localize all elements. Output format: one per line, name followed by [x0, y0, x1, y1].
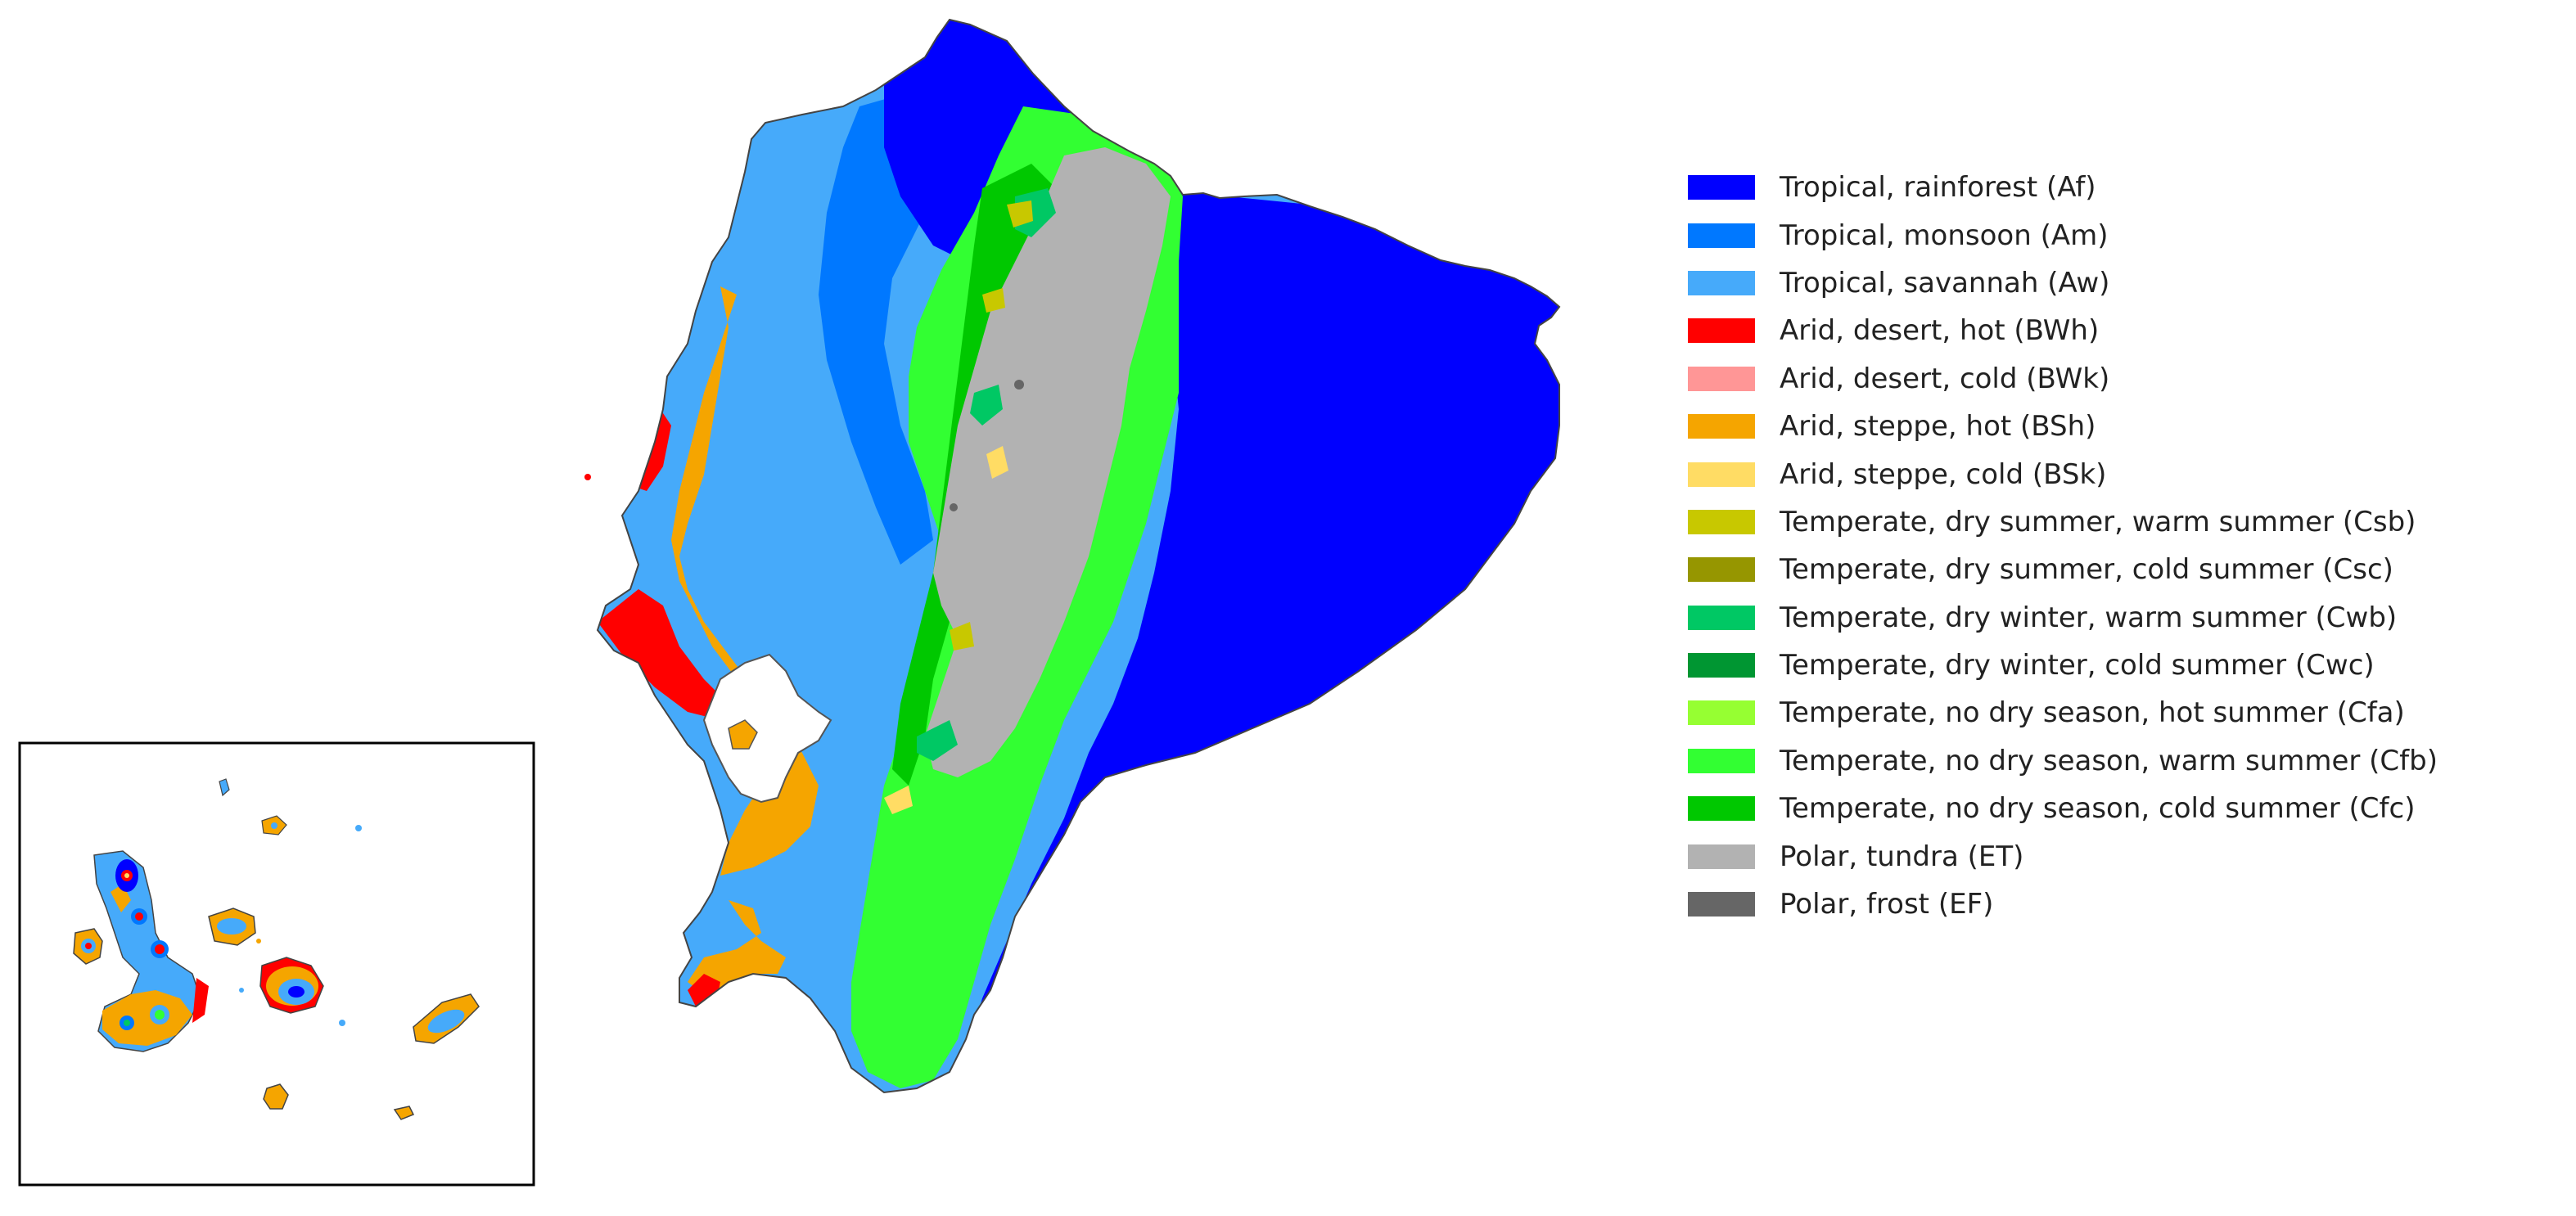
santa-cruz-core	[288, 986, 305, 998]
fernandina-core	[85, 943, 92, 949]
san-cristobal-center	[427, 1009, 465, 1034]
legend-swatch	[1688, 366, 1755, 391]
puna-island	[728, 719, 758, 750]
pinta-island	[219, 778, 230, 797]
legend-item: Temperate, no dry season, hot summer (Cf…	[1688, 689, 2438, 736]
legend-item: Temperate, dry summer, warm summer (Csb)	[1688, 498, 2438, 546]
legend-item: Tropical, monsoon (Am)	[1688, 211, 2438, 259]
legend-swatch	[1688, 557, 1755, 583]
legend-item: Polar, frost (EF)	[1688, 880, 2438, 928]
legend-swatch	[1688, 844, 1755, 869]
small-coastal-island	[584, 474, 591, 480]
legend-swatch	[1688, 509, 1755, 534]
isabela-steppe	[102, 884, 192, 1046]
legend-label: Temperate, dry summer, warm summer (Csb)	[1780, 505, 2416, 538]
marchena-center	[271, 822, 277, 829]
pinzon-island	[239, 988, 244, 993]
espanola-island	[393, 1106, 415, 1120]
zone-bsh-coast	[671, 286, 819, 994]
galapagos-inset	[18, 741, 535, 1187]
legend-label: Temperate, dry winter, warm summer (Cwb)	[1780, 601, 2398, 634]
legend-item: Temperate, dry summer, cold summer (Csc)	[1688, 546, 2438, 593]
legend-swatch	[1688, 605, 1755, 630]
legend-item: Tropical, savannah (Aw)	[1688, 259, 2438, 307]
legend-label: Arid, steppe, hot (BSh)	[1780, 410, 2096, 444]
legend-label: Polar, frost (EF)	[1780, 888, 1994, 921]
legend-swatch	[1688, 175, 1755, 200]
isabela-south-desert	[192, 978, 209, 1023]
legend-item: Temperate, no dry season, warm summer (C…	[1688, 737, 2438, 785]
legend-swatch	[1688, 653, 1755, 678]
gulf-of-guayaquil	[702, 653, 832, 804]
legend-item: Arid, steppe, hot (BSh)	[1688, 403, 2438, 450]
legend-swatch	[1688, 796, 1755, 822]
legend-item: Temperate, dry winter, warm summer (Cwb)	[1688, 594, 2438, 642]
legend-item: Polar, tundra (ET)	[1688, 832, 2438, 880]
legend-swatch	[1688, 318, 1755, 344]
legend-item: Arid, desert, cold (BWk)	[1688, 355, 2438, 403]
legend-label: Polar, tundra (ET)	[1780, 840, 2024, 873]
ecuador-outline	[596, 18, 1561, 1094]
legend-label: Temperate, no dry season, warm summer (C…	[1780, 744, 2438, 777]
rabida-island	[256, 939, 261, 944]
zone-am	[819, 90, 966, 565]
legend-swatch	[1688, 223, 1755, 248]
legend-label: Temperate, no dry season, hot summer (Cf…	[1780, 696, 2405, 730]
legend-swatch	[1688, 414, 1755, 439]
zone-ef-peak-2	[950, 503, 958, 511]
legend-swatch	[1688, 462, 1755, 487]
legend-item: Arid, desert, hot (BWh)	[1688, 307, 2438, 354]
legend-item: Temperate, dry winter, cold summer (Cwc)	[1688, 642, 2438, 689]
santiago-center	[217, 918, 246, 935]
isabela-volcano-2-desert	[135, 912, 143, 921]
legend-item: Temperate, no dry season, cold summer (C…	[1688, 785, 2438, 832]
legend-label: Tropical, monsoon (Am)	[1780, 218, 2109, 252]
legend-item: Arid, steppe, cold (BSk)	[1688, 450, 2438, 498]
santa-fe-island	[339, 1020, 345, 1026]
legend-swatch	[1688, 270, 1755, 295]
legend-label: Tropical, rainforest (Af)	[1780, 171, 2096, 205]
legend-label: Tropical, savannah (Aw)	[1780, 266, 2110, 299]
genovesa-island	[355, 825, 362, 831]
floreana-island	[263, 1083, 289, 1110]
legend-swatch	[1688, 700, 1755, 726]
legend-swatch	[1688, 748, 1755, 773]
isabela-volcano-steppe	[124, 873, 129, 878]
legend-label: Arid, desert, hot (BWh)	[1780, 314, 2100, 348]
isabela-volcano-5-inner	[124, 1020, 130, 1026]
legend-label: Temperate, dry summer, cold summer (Csc)	[1780, 553, 2393, 587]
legend: Tropical, rainforest (Af) Tropical, monso…	[1688, 164, 2438, 928]
zone-et	[925, 147, 1171, 777]
legend-label: Temperate, no dry season, cold summer (C…	[1780, 792, 2416, 826]
legend-label: Arid, steppe, cold (BSk)	[1780, 457, 2107, 491]
legend-label: Temperate, dry winter, cold summer (Cwc)	[1780, 649, 2375, 682]
legend-swatch	[1688, 892, 1755, 917]
isabela-volcano-4-inner	[155, 1010, 165, 1020]
zone-ef-peak-1	[1014, 380, 1024, 390]
isabela-volcano-3-desert	[155, 944, 165, 954]
legend-item: Tropical, rainforest (Af)	[1688, 164, 2438, 211]
legend-label: Arid, desert, cold (BWk)	[1780, 362, 2110, 395]
